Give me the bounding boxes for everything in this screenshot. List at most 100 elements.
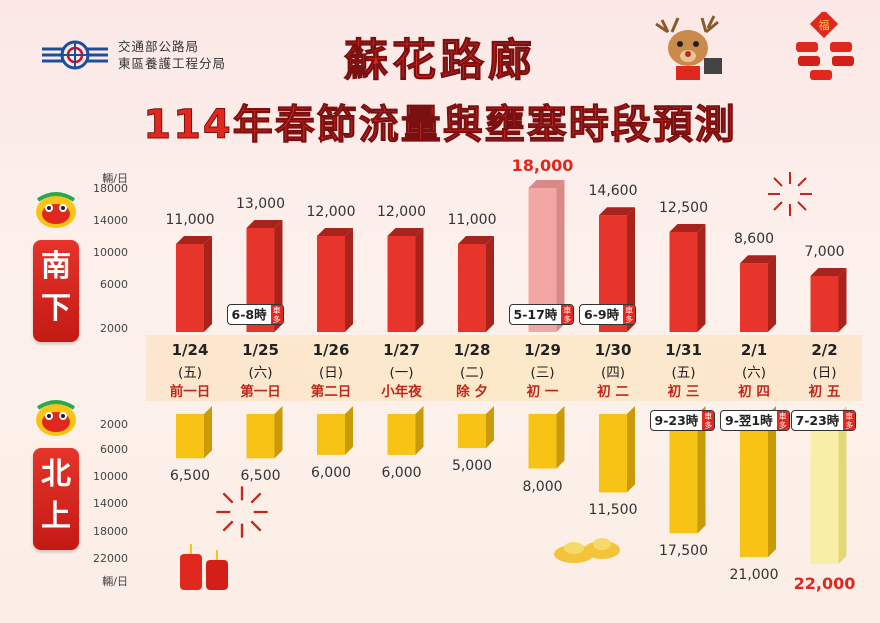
south-value-label: 12,000: [377, 204, 426, 220]
date-label: 1/26: [312, 341, 350, 359]
date-label: 2/1: [740, 341, 768, 359]
north-bar: [317, 406, 353, 455]
south-bar: [810, 268, 847, 332]
north-value-label: 6,500: [240, 468, 281, 485]
holiday-label: 初 一: [526, 384, 559, 400]
north-axis-tick: 18000: [93, 524, 128, 538]
congestion-tag: 車多: [561, 305, 574, 324]
north-axis-tick: 2000: [100, 417, 128, 431]
congestion-badge: 6-9時 車多: [579, 304, 637, 325]
date-label: 1/24: [171, 341, 209, 359]
page-title: 蘇花路廊: [344, 35, 536, 87]
north-axis-tick: 6000: [100, 442, 128, 456]
org-block: 交通部公路局 東區養護工程分局: [40, 38, 226, 72]
north-axis-tick: 14000: [93, 497, 128, 511]
holiday-label: 除 夕: [456, 384, 488, 400]
south-bar: [387, 228, 424, 332]
gold-ingot-icon: [554, 538, 620, 563]
congestion-badge: 7-23時 車多: [790, 410, 857, 431]
holiday-label: 初 五: [808, 384, 841, 400]
direction-south-char1: 南: [41, 249, 71, 284]
north-unit-label: 輛/日: [102, 575, 128, 588]
date-label: 1/31: [665, 341, 702, 359]
weekday-label: (五): [671, 365, 696, 381]
date-label: 2/2: [811, 341, 838, 359]
lion-dance-icon: [36, 192, 76, 228]
fu-label: 福: [819, 18, 830, 32]
congestion-badge: 9-23時 車多: [649, 410, 716, 431]
firework-icon: [216, 486, 268, 538]
highway-bureau-logo-icon: [42, 40, 108, 70]
congestion-tag: 車多: [270, 305, 283, 324]
south-value-label: 12,500: [659, 200, 708, 216]
north-value-label: 21,000: [729, 567, 779, 584]
north-bar: [669, 406, 706, 534]
north-value-label: 22,000: [793, 574, 856, 593]
date-label: 1/25: [242, 341, 279, 359]
south-value-label: 11,000: [447, 212, 497, 228]
holiday-label: 初 四: [738, 384, 770, 400]
south-value-label: 8,600: [733, 231, 775, 248]
page-subtitle: 114年春節流量與壅塞時段預測: [143, 102, 737, 149]
weekday-label: (六): [248, 365, 273, 381]
north-bar: [740, 406, 776, 558]
firework-icon: [768, 172, 812, 216]
holiday-label: 初 二: [597, 384, 629, 400]
holiday-label: 第二日: [310, 384, 352, 400]
south-value-label: 7,000: [804, 244, 845, 260]
south-value-label: 13,000: [236, 196, 285, 212]
south-value-label: 11,000: [165, 212, 215, 228]
north-value-label: 8,000: [522, 478, 563, 495]
direction-north-char1: 北: [41, 457, 71, 492]
congestion-time: 6-9時: [584, 307, 620, 322]
weekday-label: (五): [177, 365, 203, 381]
south-axis-tick: 10000: [93, 246, 128, 259]
date-label: 1/27: [383, 341, 420, 359]
direction-north-char2: 上: [41, 499, 71, 534]
weekday-label: (日): [318, 365, 344, 381]
holiday-label: 初 三: [667, 384, 700, 400]
weekday-label: (一): [389, 365, 414, 381]
congestion-time: 9-翌1時: [725, 413, 773, 428]
congestion-time: 5-17時: [513, 307, 558, 322]
north-value-label: 17,500: [659, 543, 708, 560]
holiday-label: 第一日: [240, 384, 281, 400]
direction-badge-south: 南 下: [33, 240, 79, 342]
north-bar: [599, 406, 635, 493]
north-bar: [246, 406, 283, 459]
north-bar: [458, 406, 494, 449]
date-label: 1/29: [524, 341, 561, 359]
south-axis-tick: 6000: [100, 278, 128, 291]
weekday-label: (六): [741, 365, 767, 381]
south-bar: [458, 236, 494, 332]
north-axis-tick: 10000: [93, 470, 128, 484]
org-name-line1: 交通部公路局: [118, 39, 200, 54]
congestion-time: 6-8時: [231, 307, 267, 322]
weekday-label: (二): [459, 365, 485, 381]
south-axis-tick: 2000: [100, 322, 128, 335]
weekday-label: (日): [812, 365, 837, 381]
north-bar: [810, 406, 847, 564]
north-bar: [387, 406, 424, 455]
date-band: [146, 335, 862, 401]
congestion-time: 7-23時: [795, 413, 840, 428]
congestion-tag: 車多: [702, 411, 715, 430]
congestion-tag: 車多: [776, 411, 789, 430]
congestion-badge: 9-翌1時 車多: [720, 410, 790, 431]
north-value-label: 5,000: [451, 458, 493, 475]
north-bar: [528, 406, 565, 469]
firecracker-icon: 福: [796, 12, 854, 80]
south-value-label: 14,600: [588, 183, 638, 200]
north-value-label: 11,500: [588, 502, 638, 519]
holiday-label: 前一日: [169, 384, 211, 400]
south-axis-tick: 18000: [93, 182, 128, 195]
north-value-label: 6,000: [381, 464, 422, 481]
holiday-label: 小年夜: [381, 384, 422, 400]
north-value-label: 6,000: [310, 464, 352, 481]
org-name-line2: 東區養護工程分局: [118, 56, 227, 71]
congestion-badge: 6-8時 車多: [226, 304, 284, 325]
lion-dance-icon: [36, 400, 76, 436]
north-value-label: 6,500: [169, 468, 211, 485]
date-label: 1/28: [453, 341, 491, 359]
